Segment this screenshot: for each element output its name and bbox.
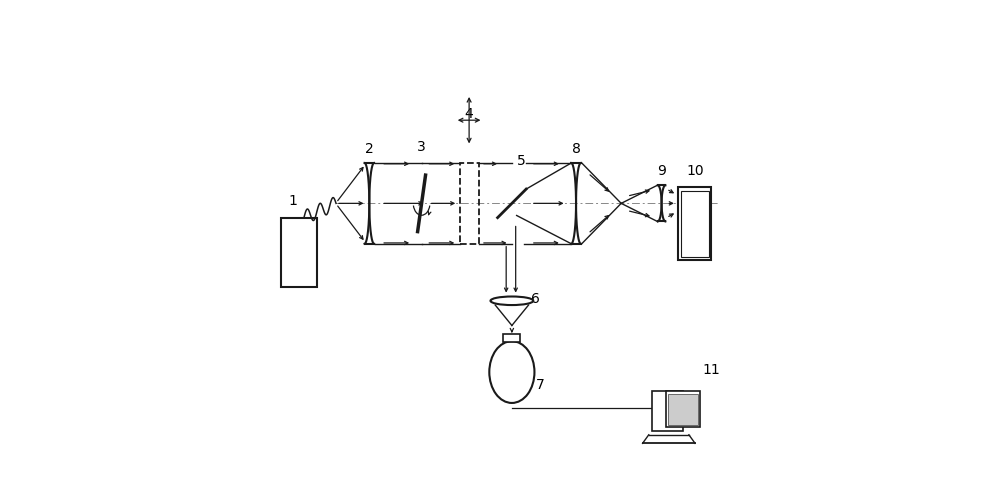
Bar <box>460 163 479 244</box>
Bar <box>666 391 700 427</box>
Ellipse shape <box>490 296 533 305</box>
Bar <box>678 187 711 261</box>
Bar <box>503 334 520 342</box>
Text: 5: 5 <box>517 154 526 168</box>
Bar <box>652 391 683 432</box>
Text: 3: 3 <box>417 140 426 154</box>
Text: 7: 7 <box>536 378 544 391</box>
Text: 4: 4 <box>465 107 473 121</box>
Text: 2: 2 <box>365 141 374 155</box>
Text: 9: 9 <box>657 164 666 178</box>
Text: 10: 10 <box>686 164 704 178</box>
Text: 1: 1 <box>289 194 298 208</box>
Bar <box>281 217 317 286</box>
Bar <box>668 394 698 424</box>
Ellipse shape <box>489 341 534 403</box>
Text: 8: 8 <box>572 141 580 155</box>
Text: 11: 11 <box>703 363 720 378</box>
Text: 6: 6 <box>531 292 540 306</box>
Bar <box>681 191 709 257</box>
